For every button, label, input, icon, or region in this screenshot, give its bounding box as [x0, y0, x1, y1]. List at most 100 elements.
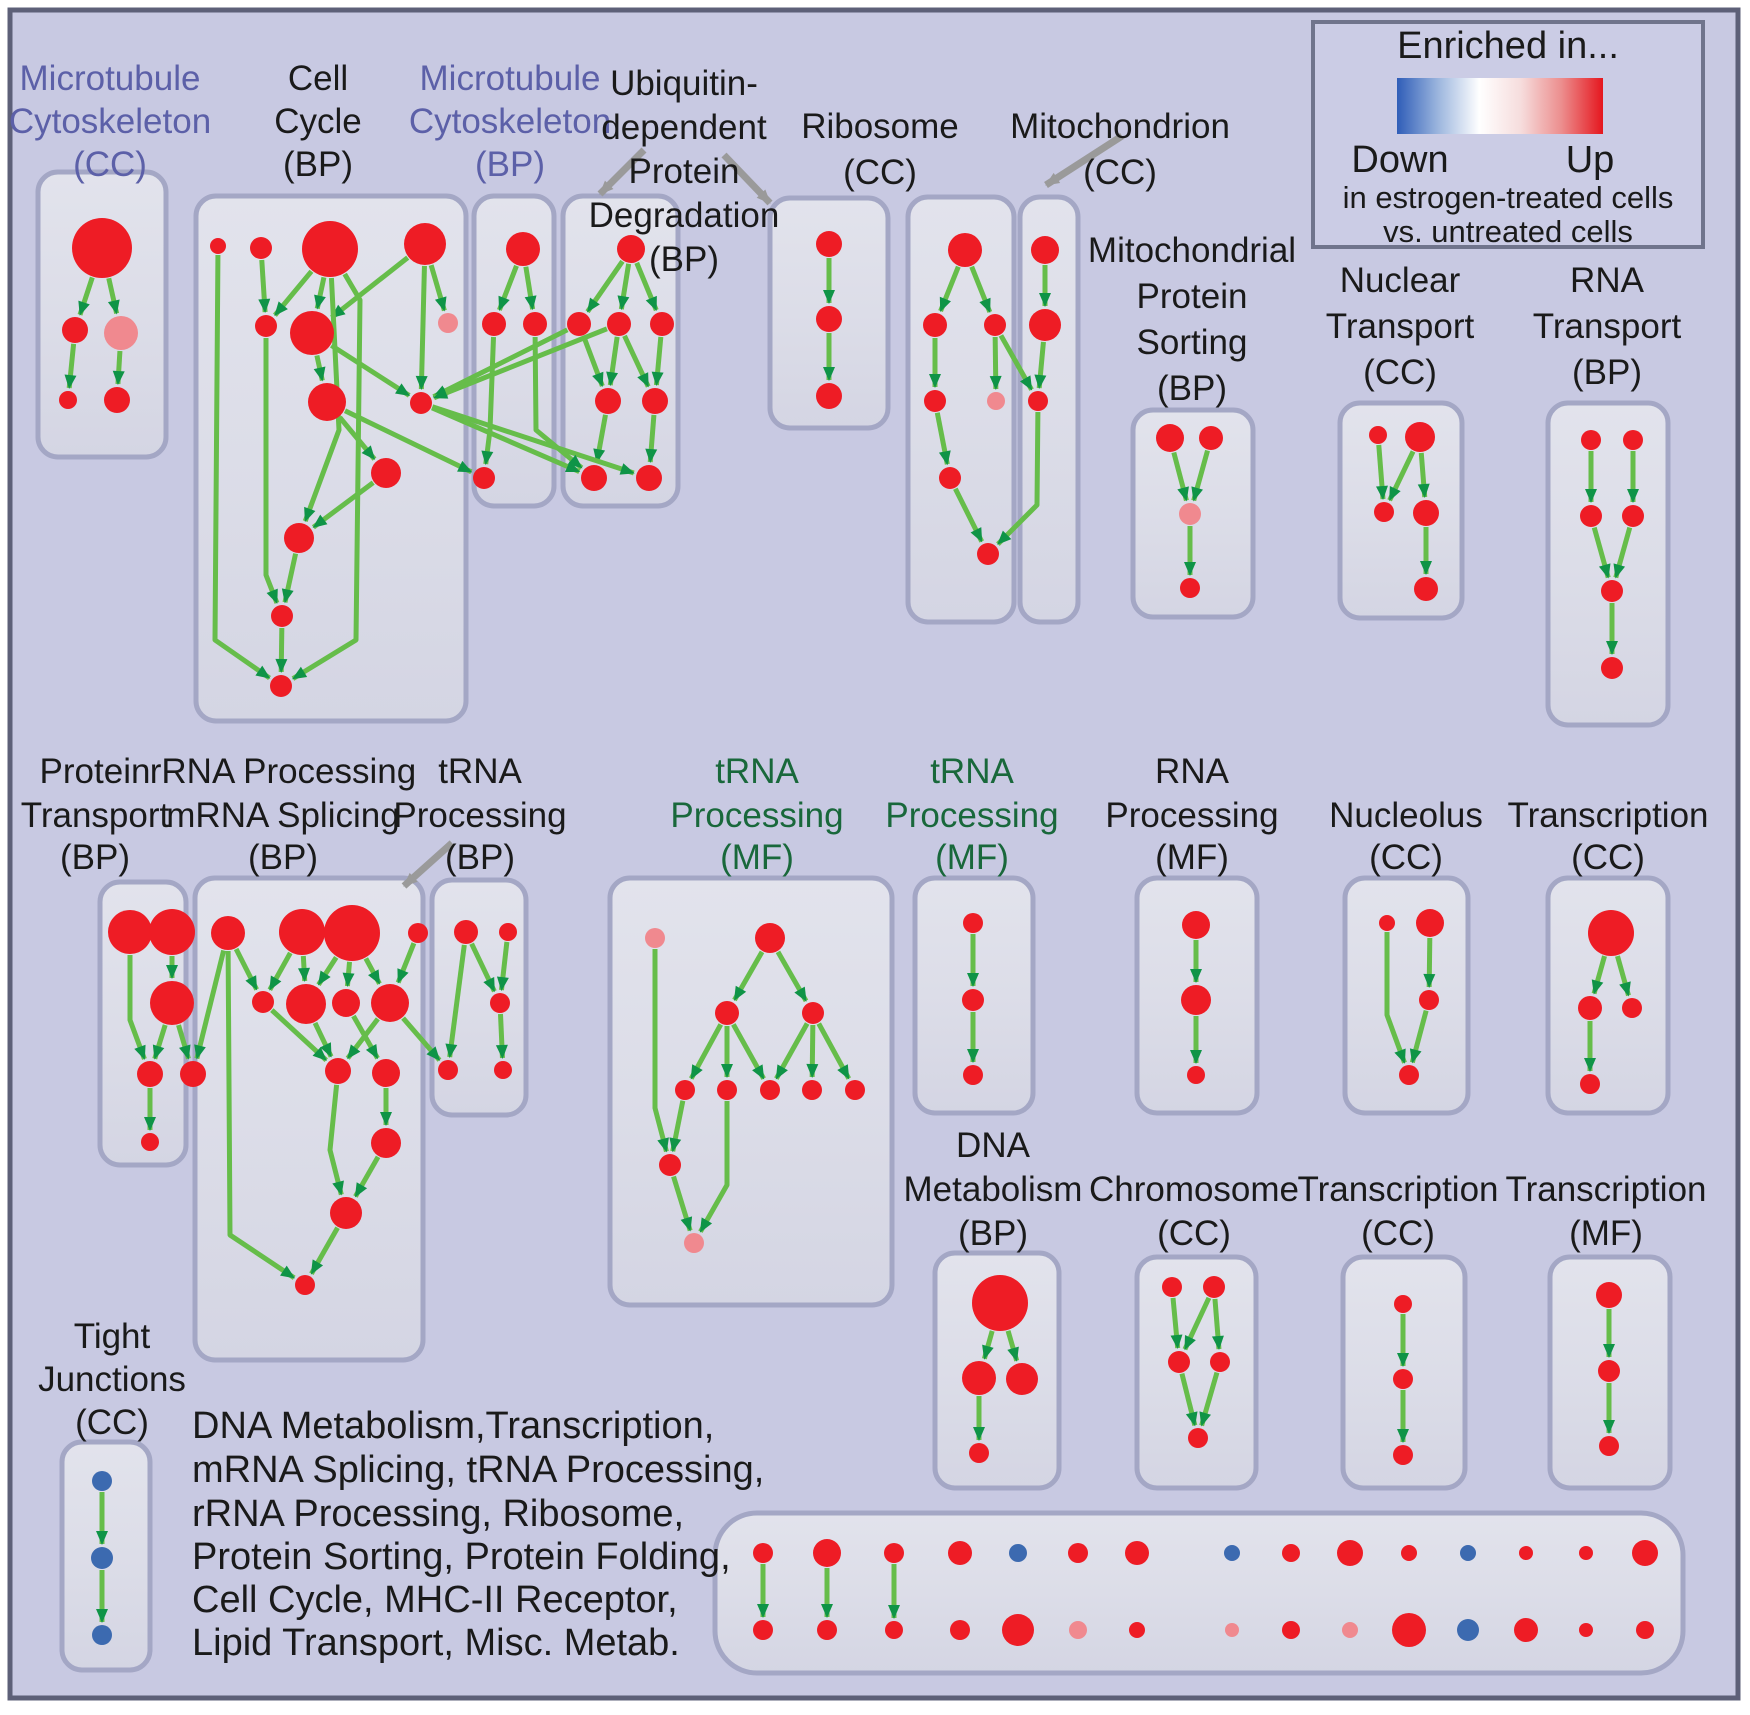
- gene-node-rt-bp-s4[interactable]: [1622, 505, 1644, 527]
- gene-node-cc-bp-n6[interactable]: [290, 311, 334, 355]
- gene-node-trna-bp-tb2[interactable]: [499, 923, 517, 941]
- gene-node-trna-mf-1-g1[interactable]: [645, 928, 665, 948]
- gene-node-mt-cc-a2[interactable]: [62, 317, 88, 343]
- gene-node-rrna-bp-rr10[interactable]: [372, 1059, 400, 1087]
- gene-node-tj-cc-x1[interactable]: [92, 1471, 112, 1491]
- gene-node-misc-strip-t04[interactable]: [948, 1541, 972, 1565]
- gene-node-misc-strip-b09[interactable]: [1282, 1621, 1300, 1639]
- gene-node-misc-strip-t10[interactable]: [1337, 1540, 1363, 1566]
- gene-node-trna-mf-1-g10[interactable]: [659, 1154, 681, 1176]
- gene-node-rna-mf-i1[interactable]: [1182, 911, 1210, 939]
- gene-node-chr-cc-c1[interactable]: [1162, 1277, 1182, 1297]
- gene-node-tr-cc-1-k2[interactable]: [1578, 996, 1602, 1020]
- gene-node-rrna-bp-rr5[interactable]: [252, 991, 274, 1013]
- gene-node-misc-strip-t01[interactable]: [753, 1543, 773, 1563]
- gene-node-tj-cc-x3[interactable]: [92, 1625, 112, 1645]
- gene-node-pt-bp-t6[interactable]: [141, 1133, 159, 1151]
- gene-node-dna-bp-d2[interactable]: [962, 1361, 996, 1395]
- gene-node-misc-strip-b07[interactable]: [1129, 1622, 1145, 1638]
- gene-node-misc-strip-t08[interactable]: [1224, 1545, 1240, 1561]
- gene-node-misc-strip-b12[interactable]: [1457, 1619, 1479, 1641]
- gene-node-rt-bp-s3[interactable]: [1580, 505, 1602, 527]
- gene-node-mt-bp-m4[interactable]: [473, 467, 495, 489]
- gene-node-tr-cc-2-e3[interactable]: [1393, 1445, 1413, 1465]
- gene-node-cc-bp-n1[interactable]: [210, 238, 226, 254]
- gene-node-pt-bp-t3[interactable]: [150, 981, 194, 1025]
- gene-node-rib-cc-r6[interactable]: [939, 467, 961, 489]
- gene-node-rrna-bp-rr1[interactable]: [211, 916, 245, 950]
- gene-node-misc-strip-b06[interactable]: [1069, 1621, 1087, 1639]
- gene-node-misc-strip-t05[interactable]: [1009, 1544, 1027, 1562]
- gene-node-rt-bp-s6[interactable]: [1601, 657, 1623, 679]
- gene-node-rib-cc-r1[interactable]: [948, 233, 982, 267]
- gene-node-cc-bp-n3[interactable]: [302, 221, 358, 277]
- gene-node-trna-mf-1-g3[interactable]: [715, 1001, 739, 1025]
- gene-node-chr-cc-c5[interactable]: [1188, 1428, 1208, 1448]
- gene-node-trna-bp-tb5[interactable]: [494, 1061, 512, 1079]
- gene-node-rib-cc-r3[interactable]: [984, 314, 1006, 336]
- gene-node-cc-bp-n10[interactable]: [371, 458, 401, 488]
- gene-node-misc-strip-t09[interactable]: [1282, 1544, 1300, 1562]
- gene-node-cc-bp-n11[interactable]: [284, 523, 314, 553]
- gene-node-ub1-u7[interactable]: [581, 465, 607, 491]
- gene-node-cc-bp-n5[interactable]: [255, 315, 277, 337]
- gene-node-ub1-u8[interactable]: [636, 465, 662, 491]
- gene-node-mt-bp-m1[interactable]: [506, 232, 540, 266]
- gene-node-misc-strip-b01[interactable]: [753, 1620, 773, 1640]
- gene-node-tr-cc-1-k4[interactable]: [1580, 1074, 1600, 1094]
- gene-node-mt-cc-a4[interactable]: [59, 391, 77, 409]
- gene-node-trna-mf-1-g4[interactable]: [802, 1002, 824, 1024]
- gene-node-misc-strip-t06[interactable]: [1068, 1543, 1088, 1563]
- gene-node-rib-cc-r7[interactable]: [977, 543, 999, 565]
- gene-node-rrna-bp-rr11[interactable]: [371, 1128, 401, 1158]
- gene-node-cc-bp-n9[interactable]: [410, 392, 432, 414]
- gene-node-misc-strip-b11[interactable]: [1392, 1613, 1426, 1647]
- gene-node-tr-cc-1-k1[interactable]: [1588, 910, 1634, 956]
- gene-node-pt-bp-t4[interactable]: [137, 1061, 163, 1087]
- gene-node-mps-bp-p4[interactable]: [1180, 578, 1200, 598]
- gene-node-ub2-v3[interactable]: [816, 383, 842, 409]
- gene-node-rib-cc-r5[interactable]: [987, 392, 1005, 410]
- gene-node-misc-strip-b14[interactable]: [1579, 1623, 1593, 1637]
- gene-node-rrna-bp-rr13[interactable]: [295, 1275, 315, 1295]
- gene-node-misc-strip-b05[interactable]: [1002, 1614, 1034, 1646]
- gene-node-misc-strip-t03[interactable]: [884, 1543, 904, 1563]
- gene-node-trna-mf-1-g6[interactable]: [717, 1080, 737, 1100]
- gene-node-rna-mf-i3[interactable]: [1187, 1066, 1205, 1084]
- gene-node-trna-mf-2-h3[interactable]: [963, 1065, 983, 1085]
- gene-node-nuc-cc-j2[interactable]: [1416, 909, 1444, 937]
- gene-node-pt-bp-t2[interactable]: [149, 909, 195, 955]
- gene-node-tr-mf-f3[interactable]: [1599, 1436, 1619, 1456]
- gene-node-tj-cc-x2[interactable]: [91, 1547, 113, 1569]
- gene-node-ub1-u4[interactable]: [650, 312, 674, 336]
- gene-node-cc-bp-n8[interactable]: [308, 383, 346, 421]
- gene-node-rrna-bp-rr12[interactable]: [330, 1197, 362, 1229]
- gene-node-rna-mf-i2[interactable]: [1181, 985, 1211, 1015]
- gene-node-rt-bp-s5[interactable]: [1601, 580, 1623, 602]
- gene-node-nt-cc-q1[interactable]: [1369, 426, 1387, 444]
- gene-node-dna-bp-d4[interactable]: [969, 1443, 989, 1463]
- gene-node-nt-cc-q4[interactable]: [1413, 500, 1439, 526]
- gene-node-pt-bp-t5[interactable]: [180, 1061, 206, 1087]
- gene-node-tr-mf-f1[interactable]: [1596, 1282, 1622, 1308]
- gene-node-mt-cc-a5[interactable]: [104, 387, 130, 413]
- gene-node-mito-cc-w2[interactable]: [1029, 309, 1061, 341]
- gene-node-rt-bp-s1[interactable]: [1581, 430, 1601, 450]
- gene-node-rrna-bp-rr4[interactable]: [408, 923, 428, 943]
- gene-node-trna-mf-1-g5[interactable]: [675, 1080, 695, 1100]
- gene-node-cc-bp-n4[interactable]: [404, 223, 446, 265]
- gene-node-misc-strip-b03[interactable]: [885, 1621, 903, 1639]
- gene-node-trna-mf-1-g9[interactable]: [845, 1080, 865, 1100]
- gene-node-misc-strip-b13[interactable]: [1514, 1618, 1538, 1642]
- gene-node-cc-bp-n13[interactable]: [270, 675, 292, 697]
- gene-node-chr-cc-c2[interactable]: [1203, 1276, 1225, 1298]
- gene-node-ub1-u5[interactable]: [595, 388, 621, 414]
- gene-node-misc-strip-b04[interactable]: [950, 1620, 970, 1640]
- gene-node-dna-bp-d1[interactable]: [972, 1275, 1028, 1331]
- gene-node-nt-cc-q5[interactable]: [1414, 577, 1438, 601]
- gene-node-rrna-bp-rr8[interactable]: [371, 984, 409, 1022]
- gene-node-trna-mf-2-h2[interactable]: [962, 989, 984, 1011]
- gene-node-mt-cc-a1[interactable]: [72, 218, 132, 278]
- gene-node-misc-strip-t14[interactable]: [1579, 1546, 1593, 1560]
- gene-node-misc-strip-b02[interactable]: [817, 1620, 837, 1640]
